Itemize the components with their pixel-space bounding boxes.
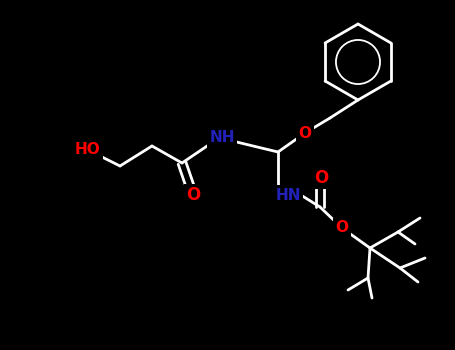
Text: O: O xyxy=(314,169,328,187)
Text: O: O xyxy=(186,186,200,204)
Text: HN: HN xyxy=(275,188,301,203)
Text: O: O xyxy=(335,220,349,236)
Text: NH: NH xyxy=(209,131,235,146)
Text: HO: HO xyxy=(75,142,101,158)
Text: O: O xyxy=(298,126,312,140)
